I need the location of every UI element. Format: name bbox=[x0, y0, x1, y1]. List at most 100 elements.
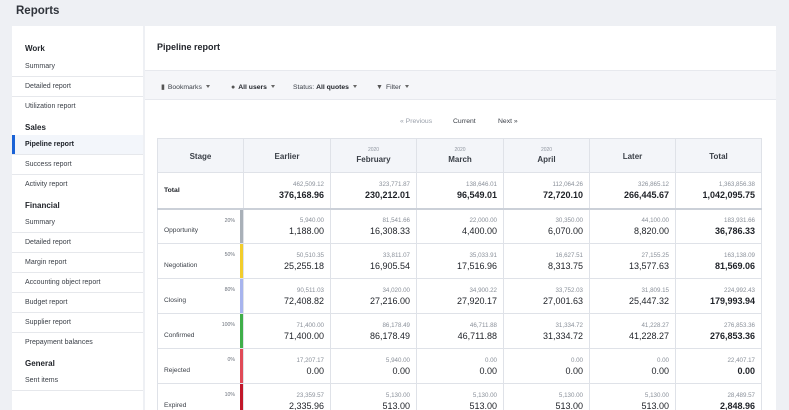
value-weighted: 0.00 bbox=[737, 365, 755, 376]
col-header-later[interactable]: Later bbox=[589, 138, 676, 173]
page-title: Pipeline report bbox=[157, 42, 221, 52]
value-cell[interactable]: 163,138.09 81,569.06 bbox=[675, 243, 762, 279]
value-unweighted: 22,407.17 bbox=[727, 356, 755, 364]
current-link[interactable]: Current bbox=[453, 118, 476, 125]
value-cell[interactable]: 16,627.51 8,313.75 bbox=[503, 243, 590, 279]
value-weighted: 276,853.36 bbox=[709, 330, 755, 341]
table-row: 10% Expired 23,359.57 2,335.96 5,130.00 513.0… bbox=[157, 383, 762, 410]
value-cell[interactable]: 224,992.43 179,993.94 bbox=[675, 278, 762, 314]
stage-probability: 50% bbox=[224, 252, 235, 258]
total-cell[interactable]: 138,646.01 96,549.01 bbox=[416, 172, 504, 210]
value-cell[interactable]: 41,228.27 41,228.27 bbox=[589, 313, 676, 349]
value-cell[interactable]: 27,155.25 13,577.63 bbox=[589, 243, 676, 279]
sidebar-item-supplier-report[interactable]: Supplier report bbox=[12, 313, 143, 333]
col-header-february[interactable]: 2020 February bbox=[330, 138, 417, 173]
value-cell[interactable]: 23,359.57 2,335.96 bbox=[243, 383, 331, 410]
sidebar-section-financial: Financial bbox=[25, 201, 60, 210]
main-panel: Pipeline report ▮ Bookmarks ● All users St… bbox=[145, 26, 776, 410]
value-unweighted: 33,752.03 bbox=[555, 286, 583, 294]
value-cell[interactable]: 31,809.15 25,447.32 bbox=[589, 278, 676, 314]
value-weighted: 27,001.63 bbox=[542, 295, 583, 306]
previous-link[interactable]: « Previous bbox=[400, 118, 433, 125]
col-header-total[interactable]: Total bbox=[675, 138, 762, 173]
value-cell[interactable]: 86,178.49 86,178.49 bbox=[330, 313, 417, 349]
value-cell[interactable]: 30,350.00 6,070.00 bbox=[503, 208, 590, 244]
value-weighted: 81,569.06 bbox=[714, 260, 755, 271]
value-unweighted: 90,511.03 bbox=[296, 286, 324, 294]
stage-color-bar bbox=[240, 244, 243, 278]
sidebar-item-activity-report[interactable]: Activity report bbox=[25, 181, 68, 188]
value-unweighted: 183,931.66 bbox=[724, 216, 755, 224]
value-cell[interactable]: 22,407.17 0.00 bbox=[675, 348, 762, 384]
stage-probability: 10% bbox=[224, 392, 235, 398]
value-cell[interactable]: 5,130.00 513.00 bbox=[503, 383, 590, 410]
sidebar-item-utilization-report[interactable]: Utilization report bbox=[25, 103, 76, 110]
stage-name: Rejected bbox=[164, 367, 191, 374]
value-cell[interactable]: 50,510.35 25,255.18 bbox=[243, 243, 331, 279]
value-cell[interactable]: 0.00 0.00 bbox=[503, 348, 590, 384]
value-weighted: 71,400.00 bbox=[283, 330, 324, 341]
value-unweighted: 71,400.00 bbox=[296, 321, 324, 329]
value-cell[interactable]: 5,130.00 513.00 bbox=[330, 383, 417, 410]
col-header-march[interactable]: 2020 March bbox=[416, 138, 504, 173]
filter-label: Filter bbox=[385, 84, 402, 91]
sidebar-item-pipeline-report[interactable]: Pipeline report bbox=[12, 135, 143, 155]
total-cell[interactable]: 112,064.26 72,720.10 bbox=[503, 172, 590, 210]
value-cell[interactable]: 33,752.03 27,001.63 bbox=[503, 278, 590, 314]
value-cell[interactable]: 5,130.00 513.00 bbox=[589, 383, 676, 410]
stage-name: Opportunity bbox=[164, 227, 199, 234]
filter-dropdown[interactable]: ▼ Filter bbox=[376, 80, 410, 95]
sidebar-item-financial-detailed-report[interactable]: Detailed report bbox=[12, 233, 143, 253]
stage-cell: 50% Negotiation bbox=[157, 243, 244, 279]
col-header-april[interactable]: 2020 April bbox=[503, 138, 590, 173]
total-cell[interactable]: 323,771.87 230,212.01 bbox=[330, 172, 417, 210]
stage-name: Negotiation bbox=[164, 262, 198, 269]
value-cell[interactable]: 183,931.66 36,786.33 bbox=[675, 208, 762, 244]
value-unweighted: 30,350.00 bbox=[555, 216, 583, 224]
sidebar-item-sent-items[interactable]: Sent items bbox=[12, 371, 143, 391]
value-cell[interactable]: 35,033.91 17,516.96 bbox=[416, 243, 504, 279]
value-cell[interactable]: 0.00 0.00 bbox=[416, 348, 504, 384]
value-cell[interactable]: 34,020.00 27,216.00 bbox=[330, 278, 417, 314]
sidebar-section-general: General bbox=[25, 359, 55, 368]
total-cell[interactable]: 326,865.12 266,445.67 bbox=[589, 172, 676, 210]
value-cell[interactable]: 5,130.00 513.00 bbox=[416, 383, 504, 410]
status-dropdown[interactable]: Status: All quotes bbox=[293, 80, 357, 95]
sidebar-item-success-report[interactable]: Success report bbox=[12, 155, 143, 175]
col-header-stage[interactable]: Stage bbox=[157, 138, 244, 173]
value-cell[interactable]: 90,511.03 72,408.82 bbox=[243, 278, 331, 314]
sidebar-item-prepayment-balances[interactable]: Prepayment balances bbox=[25, 339, 93, 346]
sidebar-item-accounting-object-report[interactable]: Accounting object report bbox=[12, 273, 143, 293]
stage-name: Expired bbox=[164, 402, 187, 409]
sidebar-item-financial-summary[interactable]: Summary bbox=[12, 213, 143, 233]
value-cell[interactable]: 276,853.36 276,853.36 bbox=[675, 313, 762, 349]
users-dropdown[interactable]: ● All users bbox=[231, 80, 275, 95]
value-cell[interactable]: 81,541.66 16,308.33 bbox=[330, 208, 417, 244]
value-cell[interactable]: 46,711.88 46,711.88 bbox=[416, 313, 504, 349]
value-weighted: 179,993.94 bbox=[709, 295, 755, 306]
sidebar-item-work-detailed-report[interactable]: Detailed report bbox=[12, 77, 143, 97]
value-cell[interactable]: 28,489.57 2,848.96 bbox=[675, 383, 762, 410]
sidebar-item-work-summary[interactable]: Summary bbox=[12, 57, 143, 77]
value-cell[interactable]: 5,940.00 0.00 bbox=[330, 348, 417, 384]
total-cell[interactable]: 1,363,856.38 1,042,095.75 bbox=[675, 172, 762, 210]
value-cell[interactable]: 5,940.00 1,188.00 bbox=[243, 208, 331, 244]
value-weighted: 4,400.00 bbox=[461, 225, 497, 236]
filter-toolbar: ▮ Bookmarks ● All users Status: All quotes… bbox=[145, 70, 776, 100]
value-cell[interactable]: 31,334.72 31,334.72 bbox=[503, 313, 590, 349]
next-link[interactable]: Next » bbox=[498, 118, 518, 125]
value-cell[interactable]: 0.00 0.00 bbox=[589, 348, 676, 384]
bookmark-icon: ▮ bbox=[161, 84, 165, 91]
sidebar-item-budget-report[interactable]: Budget report bbox=[12, 293, 143, 313]
sidebar-item-margin-report[interactable]: Margin report bbox=[12, 253, 143, 273]
bookmarks-dropdown[interactable]: ▮ Bookmarks bbox=[161, 80, 210, 95]
value-cell[interactable]: 44,100.00 8,820.00 bbox=[589, 208, 676, 244]
value-cell[interactable]: 71,400.00 71,400.00 bbox=[243, 313, 331, 349]
value-cell[interactable]: 33,811.07 16,905.54 bbox=[330, 243, 417, 279]
total-cell[interactable]: 462,509.12 376,168.96 bbox=[243, 172, 331, 210]
chevron-down-icon bbox=[205, 85, 210, 88]
col-header-earlier[interactable]: Earlier bbox=[243, 138, 331, 173]
value-cell[interactable]: 22,000.00 4,400.00 bbox=[416, 208, 504, 244]
value-cell[interactable]: 17,207.17 0.00 bbox=[243, 348, 331, 384]
value-cell[interactable]: 34,900.22 27,920.17 bbox=[416, 278, 504, 314]
